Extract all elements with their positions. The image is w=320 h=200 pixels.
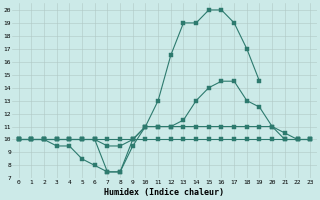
X-axis label: Humidex (Indice chaleur): Humidex (Indice chaleur) (104, 188, 224, 197)
